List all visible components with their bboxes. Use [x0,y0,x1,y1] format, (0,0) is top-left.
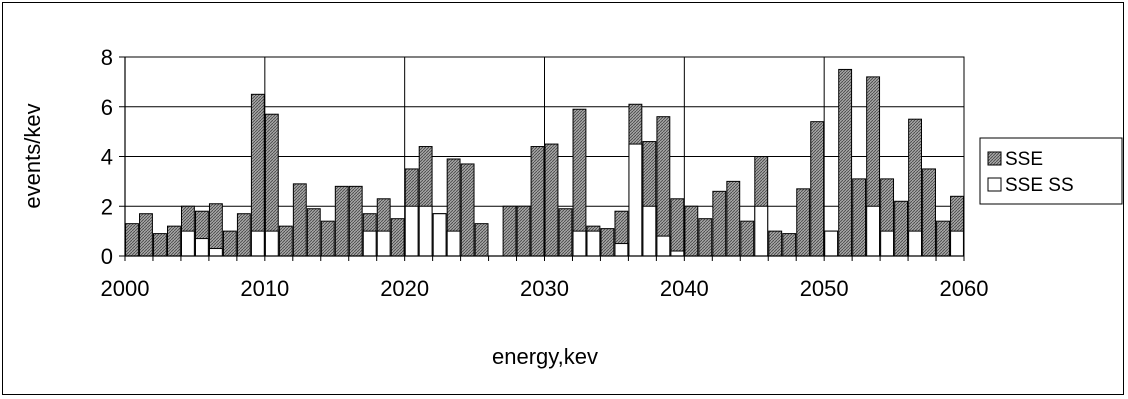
bar-sse-ss [362,230,377,257]
legend-label-sse: SSE [1005,149,1043,170]
bar-sse-ss [446,230,461,257]
bar-sse-ss [418,205,433,257]
bar-sse-ss [180,230,195,257]
bar-sse [460,163,475,257]
bar-sse-ss [754,205,769,257]
bar-sse [474,223,489,257]
bar-sse [740,220,755,257]
bar-sse [852,178,867,257]
legend-swatch-sse [987,151,1002,166]
bar-sse [530,146,545,257]
x-tick-label: 2050 [800,276,849,301]
bar-sse [125,223,139,257]
bar-sse [320,220,335,257]
bars [125,68,964,257]
bar-sse [698,218,713,257]
bar-sse [348,185,363,257]
x-tick-label: 2040 [660,276,709,301]
y-tick-label: 2 [101,194,113,219]
bar-sse [838,68,853,257]
bar-sse [236,213,251,257]
bar-sse-ss [824,230,839,257]
bar-sse [558,208,573,257]
legend: SSE SSE SS [979,137,1123,205]
bar-sse [936,220,950,257]
bar-sse [670,198,685,257]
bar-sse [796,188,811,257]
bar-sse-ss [866,205,881,257]
y-axis-label: events/kev [20,103,45,208]
x-tick-label: 2060 [940,276,989,301]
legend-label-sse-ss: SSE SS [1005,175,1074,196]
bar-sse [167,225,181,257]
bar-sse [810,121,825,257]
bar-sse-ss [614,243,629,257]
bar-sse [922,168,936,257]
bar-sse [544,143,559,257]
bar-sse [306,208,321,257]
bar-sse-ss [670,250,685,257]
bar-sse-ss [404,205,419,257]
bar-sse-ss [376,230,391,257]
bar-sse [390,218,405,257]
bar-sse-ss [432,213,447,257]
bar-sse [894,200,909,257]
bar-sse [684,205,699,257]
chart-frame [2,2,1124,395]
bar-sse-ss [908,230,922,257]
bar-sse [139,213,153,257]
bar-sse [292,183,307,257]
bar-sse [712,190,727,257]
bar-sse-ss [572,230,587,257]
x-tick-label: 2020 [380,276,429,301]
bar-sse [278,225,293,257]
axes: 0 2 4 6 8 2000 2010 2020 2030 2040 2050 2060 [101,45,989,301]
y-tick-label: 4 [101,145,113,170]
bar-sse-ss [208,248,223,257]
bar-sse-ss [250,230,265,257]
bar-sse-ss [264,230,279,257]
bar-sse [153,233,167,257]
bar-sse [656,116,671,257]
bar-sse-ss [194,238,209,257]
legend-box [979,137,1123,205]
y-tick-label: 8 [101,45,113,70]
gridlines [124,56,965,257]
y-tick-label: 6 [101,95,113,120]
bar-sse [334,185,349,257]
bar-sse-ss [628,143,643,257]
bar-sse [222,230,237,257]
x-tick-label: 2000 [101,276,150,301]
bar-sse [768,230,783,257]
bar-sse-ss [950,230,964,257]
bar-sse [600,228,615,257]
bar-sse-ss [880,230,895,257]
bar-sse [726,180,741,257]
y-tick-label: 0 [101,244,113,269]
bar-sse [782,233,797,257]
bar-sse-ss [656,235,671,257]
bar-sse-ss [586,230,601,257]
bar-sse-ss [642,205,657,257]
legend-swatch-sse-ss [987,177,1002,192]
x-tick-label: 2030 [520,276,569,301]
x-axis-label: energy,kev [492,344,598,369]
bar-sse [516,205,531,257]
bar-sse [502,205,517,257]
x-tick-label: 2010 [240,276,289,301]
